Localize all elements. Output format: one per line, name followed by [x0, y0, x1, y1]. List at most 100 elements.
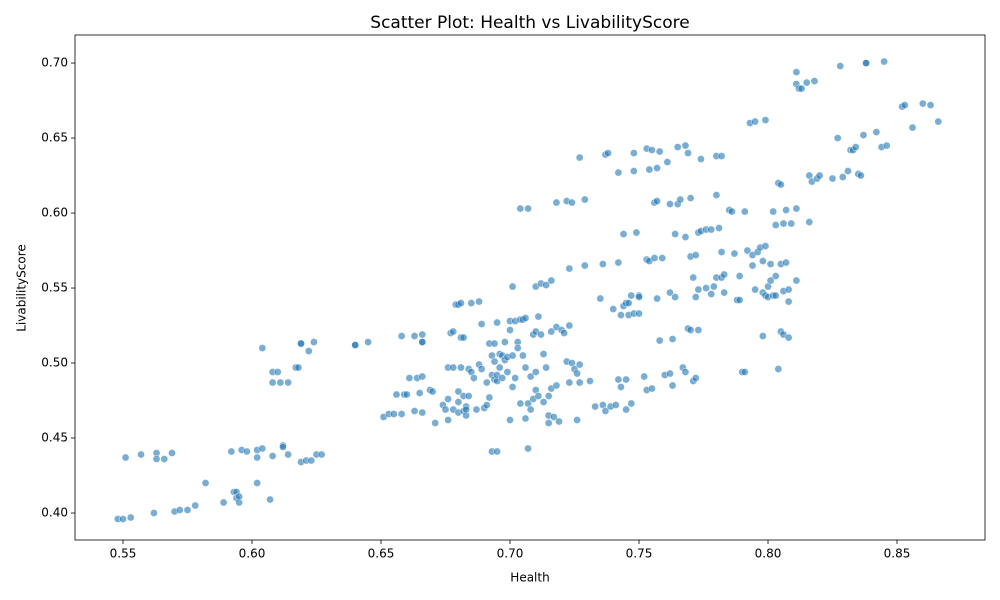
point: [580, 195, 589, 204]
point: [668, 335, 677, 343]
point: [769, 207, 778, 216]
point: [918, 99, 927, 108]
point: [805, 218, 814, 226]
point: [720, 288, 729, 297]
point: [573, 416, 581, 424]
point: [297, 339, 305, 348]
point: [709, 282, 718, 291]
point: [276, 378, 285, 387]
x-tick-label: 0.60: [239, 547, 266, 561]
point: [635, 293, 643, 301]
point: [707, 290, 716, 298]
point: [617, 311, 625, 319]
point: [717, 248, 726, 256]
point: [575, 153, 584, 162]
point: [410, 332, 419, 340]
point: [727, 207, 736, 216]
point: [227, 447, 236, 456]
point: [469, 374, 478, 382]
point: [415, 389, 424, 397]
x-tick-label: 0.70: [497, 547, 524, 561]
point: [544, 419, 553, 427]
point: [624, 299, 633, 307]
point: [882, 141, 891, 150]
point: [611, 401, 620, 409]
point: [862, 59, 870, 67]
point: [596, 294, 605, 303]
point: [534, 312, 543, 321]
point: [802, 78, 811, 87]
point: [666, 200, 674, 208]
point: [273, 368, 282, 376]
point: [580, 261, 589, 270]
point: [908, 123, 917, 132]
point: [547, 327, 556, 336]
y-tick-label: 0.70: [41, 56, 68, 70]
point: [838, 173, 847, 181]
plot-area: [113, 57, 943, 523]
point: [526, 405, 535, 414]
point: [743, 246, 752, 255]
point: [477, 320, 486, 328]
point: [524, 204, 532, 213]
point: [748, 261, 757, 270]
point: [462, 405, 471, 414]
y-tick-label: 0.45: [41, 431, 68, 445]
point: [735, 272, 744, 280]
point: [235, 492, 243, 501]
y-tick-label: 0.50: [41, 356, 68, 370]
point: [648, 146, 656, 154]
point: [317, 450, 326, 459]
point: [717, 152, 726, 160]
point: [880, 57, 889, 66]
point: [771, 221, 780, 229]
point: [782, 206, 790, 214]
point: [119, 515, 127, 523]
point: [565, 264, 574, 273]
point: [508, 383, 517, 391]
point: [279, 443, 287, 451]
point: [506, 416, 514, 424]
point: [258, 344, 267, 352]
point: [457, 299, 465, 307]
point: [431, 419, 440, 427]
point: [534, 392, 543, 400]
point: [253, 479, 262, 487]
point: [364, 338, 372, 346]
point: [720, 270, 729, 279]
point: [614, 168, 623, 177]
plot-frame: [74, 34, 986, 541]
point: [629, 149, 638, 157]
point: [552, 381, 561, 390]
point: [441, 405, 450, 414]
point: [771, 272, 780, 280]
point: [568, 198, 576, 207]
point: [284, 450, 293, 459]
point: [810, 77, 819, 85]
point: [684, 149, 692, 157]
point: [591, 402, 600, 411]
point: [934, 117, 943, 126]
point: [926, 101, 935, 109]
point: [777, 180, 785, 189]
point: [389, 410, 398, 418]
point: [266, 495, 274, 504]
point: [784, 285, 793, 294]
point: [851, 143, 860, 151]
point: [655, 147, 664, 156]
point: [521, 414, 530, 423]
point: [307, 456, 316, 465]
point: [681, 141, 690, 150]
point: [622, 405, 631, 414]
point: [547, 276, 556, 285]
point: [511, 374, 520, 382]
point: [650, 254, 659, 262]
point: [735, 296, 744, 304]
point: [294, 363, 303, 372]
point: [663, 158, 672, 166]
point: [126, 513, 135, 522]
point: [137, 450, 145, 459]
x-tick-label: 0.65: [368, 547, 395, 561]
point: [503, 368, 512, 376]
